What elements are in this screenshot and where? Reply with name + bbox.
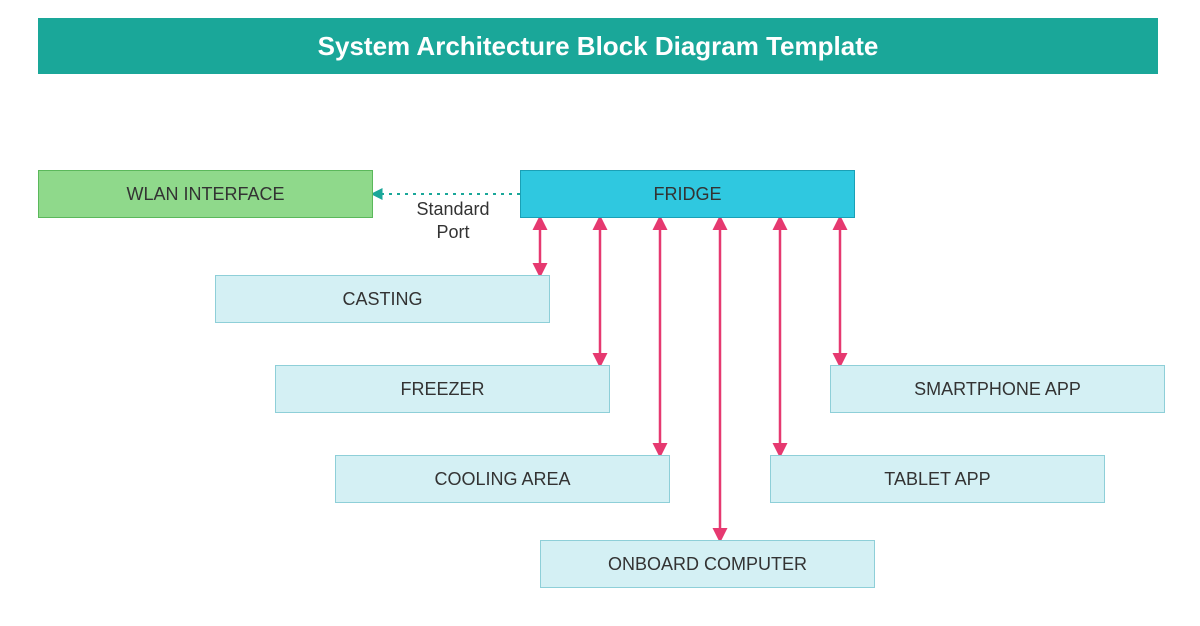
diagram-title: System Architecture Block Diagram Templa… (38, 18, 1158, 74)
node-casting: CASTING (215, 275, 550, 323)
node-wlan-interface: WLAN INTERFACE (38, 170, 373, 218)
node-smartphone-app: SMARTPHONE APP (830, 365, 1165, 413)
node-cooling-area: COOLING AREA (335, 455, 670, 503)
node-tablet-app: TABLET APP (770, 455, 1105, 503)
diagram-canvas: System Architecture Block Diagram Templa… (0, 0, 1200, 626)
node-freezer: FREEZER (275, 365, 610, 413)
edge-layer (0, 0, 1200, 626)
node-fridge: FRIDGE (520, 170, 855, 218)
node-onboard-computer: ONBOARD COMPUTER (540, 540, 875, 588)
edge-label-standard-port: Standard Port (398, 198, 508, 243)
